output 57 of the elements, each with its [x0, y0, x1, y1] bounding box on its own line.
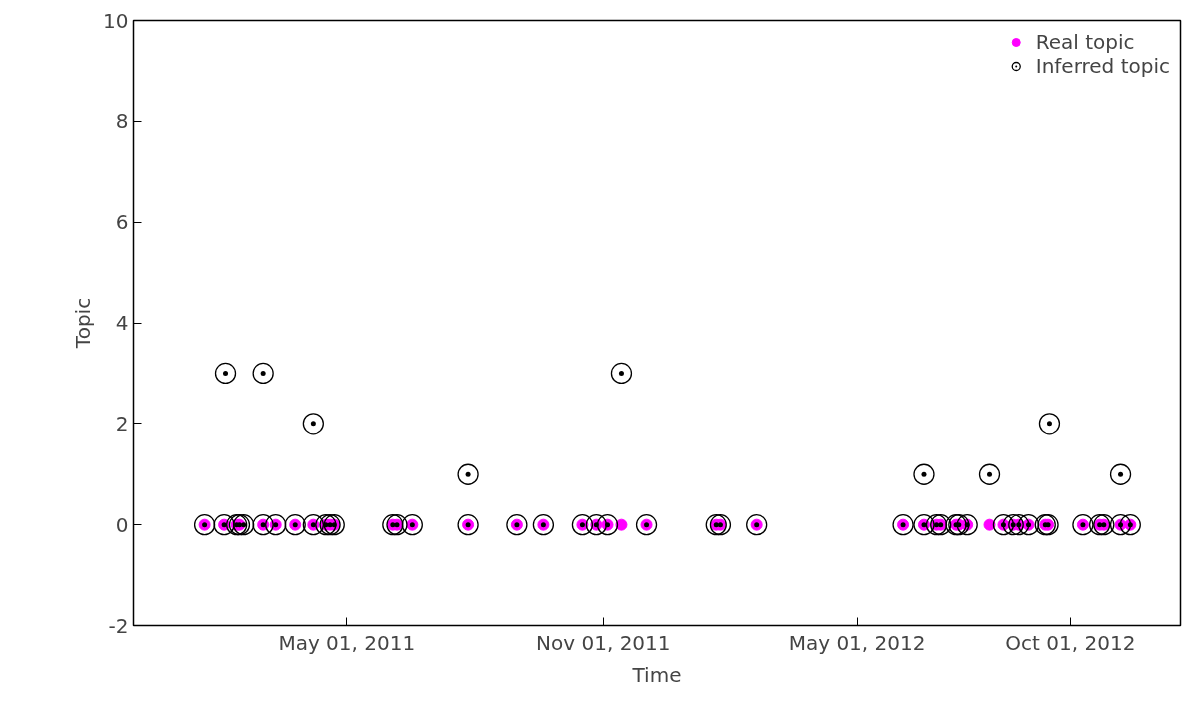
y-tick-label: 4 [115, 311, 129, 335]
x-tick-label: May 01, 2012 [788, 630, 926, 655]
point [193, 514, 216, 536]
point [571, 514, 594, 536]
point [1119, 514, 1141, 536]
point [925, 514, 948, 536]
point [401, 514, 423, 536]
point [265, 514, 287, 536]
x-tick-label: Nov 01, 2011 [536, 630, 671, 655]
point [1008, 514, 1030, 536]
point [913, 463, 935, 485]
point [610, 362, 633, 385]
legend-label: Real topic [1035, 30, 1135, 54]
point [532, 514, 555, 536]
x-axis-title: Time [631, 662, 682, 687]
point [892, 514, 914, 536]
point [214, 362, 237, 385]
point [1093, 514, 1115, 536]
point [709, 514, 732, 536]
x-tick-label: May 01, 2011 [278, 630, 416, 655]
point [596, 514, 619, 536]
point [1109, 463, 1132, 485]
y-axis-title: Topic [71, 297, 96, 350]
point [1072, 514, 1094, 536]
point [992, 514, 1015, 536]
point [213, 514, 235, 536]
point [956, 514, 978, 536]
point [252, 362, 274, 385]
point [1109, 514, 1132, 536]
y-tick-label: 2 [115, 411, 129, 436]
point [930, 514, 952, 536]
point [506, 514, 528, 536]
point [1088, 514, 1111, 536]
point [252, 514, 274, 536]
y-tick-label: 6 [115, 210, 129, 235]
y-tick-label: -2 [108, 613, 129, 638]
point [457, 463, 479, 485]
point [746, 514, 768, 536]
point [913, 514, 935, 536]
point [1038, 413, 1061, 435]
point [302, 413, 324, 435]
point [983, 518, 996, 531]
legend-label: Inferred topic [1035, 54, 1170, 78]
point [705, 514, 727, 536]
point [978, 463, 1001, 485]
point [1017, 514, 1040, 536]
y-tick-label: 0 [115, 512, 129, 537]
point [615, 518, 628, 531]
y-tick-label: 8 [115, 109, 129, 134]
point [1002, 514, 1024, 536]
point [284, 514, 306, 536]
point [635, 514, 658, 536]
point [457, 514, 479, 536]
point [302, 514, 324, 536]
y-tick-label: 10 [103, 8, 129, 33]
point [585, 514, 607, 536]
x-tick-label: Oct 01, 2012 [1005, 630, 1136, 655]
